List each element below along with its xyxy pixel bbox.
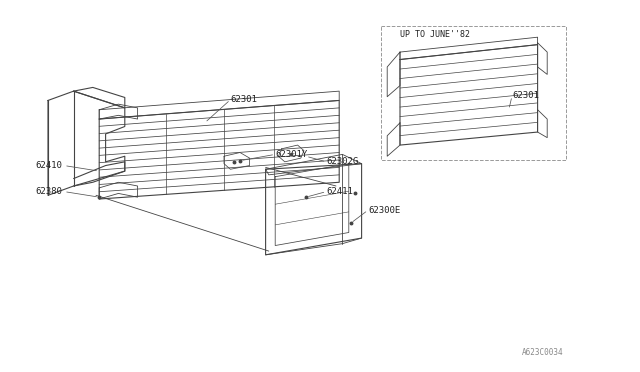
Text: A623C0034: A623C0034 [522,348,563,357]
Text: 62301: 62301 [230,95,257,104]
Text: 62410: 62410 [35,161,62,170]
Text: 62300E: 62300E [368,206,400,215]
Text: 62380: 62380 [35,187,62,196]
Text: 62411: 62411 [326,187,353,196]
Text: 62302G: 62302G [326,157,358,166]
Text: 62301: 62301 [512,92,539,100]
Text: 62301Y: 62301Y [275,150,307,159]
Text: UP TO JUNE''82: UP TO JUNE''82 [400,30,470,39]
